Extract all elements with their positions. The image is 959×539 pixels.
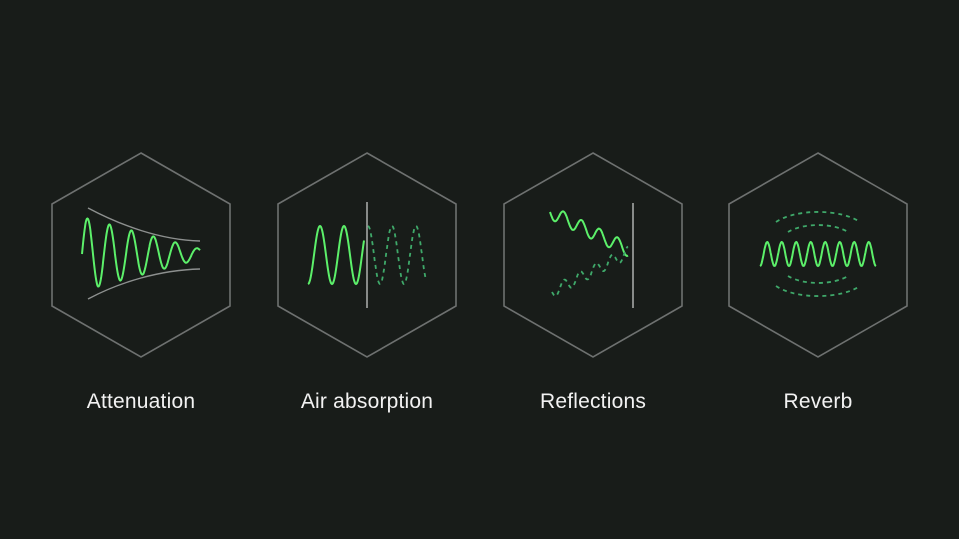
hexagon-outline — [728, 152, 908, 358]
hexagon-outline — [51, 152, 231, 358]
hexagon-outline — [503, 152, 683, 358]
air-absorption-hexagon — [277, 152, 457, 358]
reverb-hexagon — [728, 152, 908, 358]
reverb-label: Reverb — [783, 390, 853, 413]
air-absorption-wave-icon — [307, 202, 427, 308]
reflections-wave-icon — [549, 203, 634, 308]
attenuation-wave-icon — [81, 207, 201, 300]
hexagon-outline — [277, 152, 457, 358]
attenuation-hexagon — [51, 152, 231, 358]
attenuation-label: Attenuation — [86, 390, 196, 413]
air-absorption-label: Air absorption — [300, 390, 434, 413]
reflections-label: Reflections — [539, 390, 647, 413]
reverb-wave-icon — [759, 211, 877, 297]
reflections-hexagon — [503, 152, 683, 358]
